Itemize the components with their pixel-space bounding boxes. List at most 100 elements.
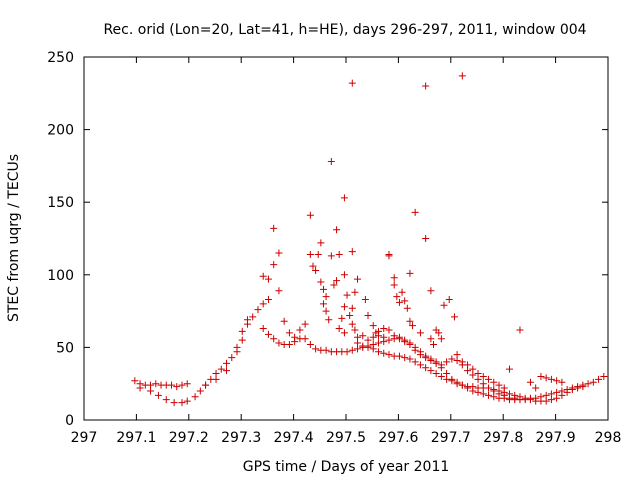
data-point — [474, 388, 482, 396]
data-point — [485, 391, 493, 399]
data-point — [600, 372, 608, 380]
data-point — [485, 384, 493, 392]
data-point — [369, 340, 377, 348]
data-point — [343, 291, 351, 299]
data-point — [338, 314, 346, 322]
data-point — [312, 266, 320, 274]
data-point — [317, 278, 325, 286]
data-point — [301, 320, 309, 328]
x-tick-label: 297.6 — [378, 430, 418, 446]
data-point — [327, 252, 335, 260]
data-point — [354, 275, 362, 283]
axis-ticks — [83, 56, 609, 421]
y-tick-label: 200 — [47, 123, 74, 139]
data-point — [568, 386, 576, 394]
data-point — [445, 295, 453, 303]
data-point — [168, 381, 176, 389]
data-point — [395, 335, 403, 343]
data-point — [422, 352, 430, 360]
data-point — [291, 333, 299, 341]
data-point — [516, 326, 524, 334]
x-tick-label: 297.2 — [169, 430, 209, 446]
data-point — [469, 387, 477, 395]
data-point — [443, 358, 451, 366]
x-tick-labels: 297 297.1 297.2 297.3 297.4 297.5 297.6 297.7 29… — [71, 430, 622, 446]
data-point — [403, 304, 411, 312]
data-point — [526, 378, 534, 386]
data-point — [390, 281, 398, 289]
data-point — [547, 396, 555, 404]
x-axis-label: GPS time / Days of year 2011 — [243, 459, 450, 475]
data-point — [453, 356, 461, 364]
data-point — [422, 82, 430, 90]
data-point — [479, 390, 487, 398]
data-points — [131, 72, 608, 407]
data-point — [432, 358, 440, 366]
data-point — [223, 359, 231, 367]
data-point — [505, 365, 513, 373]
data-point — [374, 348, 382, 356]
data-point — [595, 375, 603, 383]
data-point — [406, 339, 414, 347]
x-tick-label: 297.7 — [431, 430, 471, 446]
data-point — [280, 317, 288, 325]
data-point — [563, 388, 571, 396]
data-point — [474, 375, 482, 383]
data-point — [453, 378, 461, 386]
data-point — [348, 248, 356, 256]
data-point — [437, 372, 445, 380]
chart-title: Rec. orid (Lon=20, Lat=41, h=HE), days 2… — [103, 22, 586, 38]
data-point — [395, 352, 403, 360]
data-point — [178, 381, 186, 389]
data-point — [259, 300, 267, 308]
data-point — [233, 343, 241, 351]
data-point — [450, 313, 458, 321]
data-point — [406, 355, 414, 363]
y-tick-labels: 0 50 100 150 200 250 — [47, 50, 74, 429]
data-point — [152, 380, 160, 388]
data-point — [243, 316, 251, 324]
data-point — [322, 293, 330, 301]
data-point — [333, 226, 341, 234]
data-point — [374, 327, 382, 335]
data-point — [401, 354, 409, 362]
data-point — [212, 375, 220, 383]
data-point — [223, 367, 231, 375]
data-point — [359, 332, 367, 340]
data-point — [306, 250, 314, 258]
data-point — [319, 285, 327, 293]
data-point — [464, 367, 472, 375]
data-point — [416, 329, 424, 337]
data-point — [589, 378, 597, 386]
data-point — [346, 311, 354, 319]
data-point — [443, 370, 451, 378]
x-tick-label: 297.1 — [116, 430, 156, 446]
data-point — [306, 211, 314, 219]
data-point — [547, 375, 555, 383]
data-point — [432, 370, 440, 378]
data-point — [238, 327, 246, 335]
data-point — [327, 158, 335, 166]
data-point — [325, 316, 333, 324]
data-point — [500, 384, 508, 392]
data-point — [348, 304, 356, 312]
data-point — [309, 262, 317, 270]
data-point — [340, 329, 348, 337]
data-point — [317, 239, 325, 247]
data-point — [202, 381, 210, 389]
data-point — [458, 361, 466, 369]
data-point — [275, 249, 283, 257]
data-point — [285, 340, 293, 348]
data-point — [275, 287, 283, 295]
data-point — [322, 307, 330, 315]
data-point — [380, 349, 388, 357]
data-point — [183, 397, 191, 405]
data-point — [228, 354, 236, 362]
data-point — [458, 381, 466, 389]
data-point — [351, 288, 359, 296]
data-point — [170, 399, 178, 407]
data-point — [479, 372, 487, 380]
data-point — [136, 384, 144, 392]
data-point — [330, 281, 338, 289]
data-point — [259, 325, 267, 333]
